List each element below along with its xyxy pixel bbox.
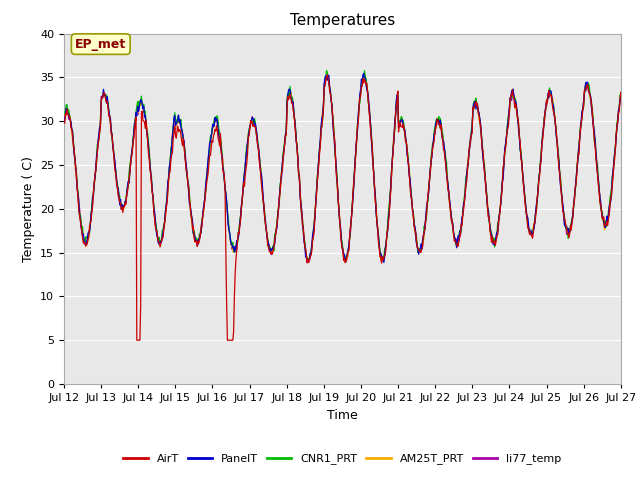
Legend: AirT, PanelT, CNR1_PRT, AM25T_PRT, li77_temp: AirT, PanelT, CNR1_PRT, AM25T_PRT, li77_…: [119, 449, 566, 469]
Title: Temperatures: Temperatures: [290, 13, 395, 28]
X-axis label: Time: Time: [327, 408, 358, 421]
Text: EP_met: EP_met: [75, 37, 126, 50]
Y-axis label: Temperature ( C): Temperature ( C): [22, 156, 35, 262]
